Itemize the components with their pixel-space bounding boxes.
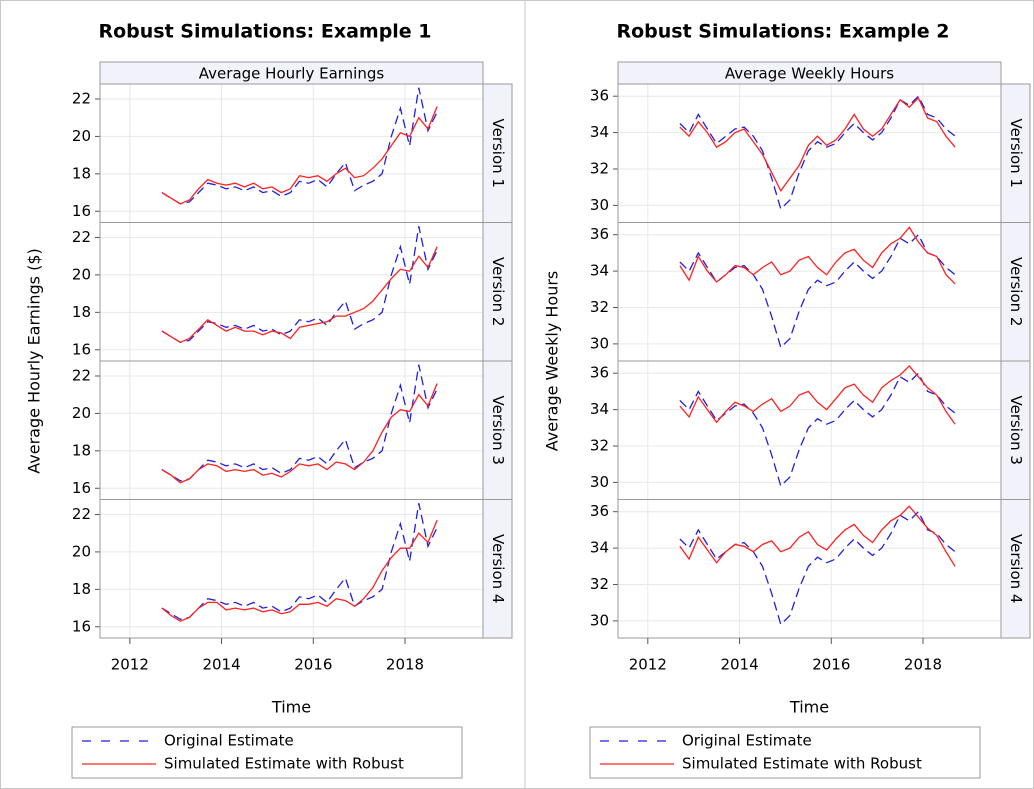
y-axis-title: Average Weekly Hours: [543, 271, 562, 452]
x-tick-label: 2014: [202, 656, 240, 674]
strip-label: Average Hourly Earnings: [199, 65, 385, 83]
y-tick-label: 30: [590, 611, 609, 629]
x-tick-label: 2012: [111, 656, 149, 674]
panel-label: Version 1: [1007, 119, 1025, 188]
y-tick-label: 20: [72, 265, 91, 283]
legend-box: [589, 726, 981, 779]
x-axis-title: Time: [789, 698, 829, 717]
legend-label: Simulated Estimate with Robust: [682, 755, 922, 773]
y-tick-label: 32: [590, 298, 609, 316]
series-line: [161, 106, 438, 205]
x-tick-label: 2018: [904, 656, 942, 674]
x-axis-title: Time: [271, 698, 311, 717]
y-tick-label: 36: [590, 502, 609, 520]
strip-label: Average Weekly Hours: [725, 65, 894, 83]
y-tick-label: 32: [590, 436, 609, 454]
strip: [1000, 499, 1031, 639]
y-tick-label: 30: [590, 334, 609, 352]
y-tick-label: 18: [72, 441, 91, 459]
y-tick-label: 36: [590, 225, 609, 243]
series-line: [679, 96, 956, 193]
x-tick-label: 2018: [386, 656, 424, 674]
series-line: [161, 246, 438, 344]
series-line: [679, 505, 956, 567]
y-axis-title: Average Hourly Earnings ($): [25, 248, 44, 474]
chart-title: Robust Simulations: Example 2: [616, 21, 949, 43]
panel-label: Version 4: [489, 534, 507, 603]
panel-label: Version 2: [489, 257, 507, 326]
legend-label: Original Estimate: [682, 732, 812, 750]
y-tick-label: 22: [72, 228, 91, 246]
y-tick-label: 20: [72, 404, 91, 422]
series-line: [679, 510, 956, 626]
y-tick-label: 30: [590, 473, 609, 491]
y-tick-label: 22: [72, 366, 91, 384]
series-line: [679, 95, 956, 211]
y-tick-label: 36: [590, 87, 609, 105]
y-tick-label: 22: [72, 89, 91, 107]
x-tick-label: 2012: [629, 656, 667, 674]
series-line: [161, 519, 438, 622]
strip: [1000, 360, 1031, 500]
y-tick-label: 34: [590, 123, 609, 141]
y-tick-label: 34: [590, 262, 609, 280]
panel-label: Version 4: [1007, 534, 1025, 603]
y-tick-label: 34: [590, 539, 609, 557]
series-line: [161, 226, 438, 343]
x-tick-label: 2016: [294, 656, 332, 674]
y-tick-label: 32: [590, 575, 609, 593]
series-line: [679, 372, 956, 488]
x-tick-label: 2016: [812, 656, 850, 674]
legend-label: Original Estimate: [164, 732, 294, 750]
panel-label: Version 3: [1007, 396, 1025, 465]
x-tick-label: 2014: [720, 656, 758, 674]
y-tick-label: 16: [72, 479, 91, 497]
y-tick-label: 16: [72, 340, 91, 358]
series-line: [679, 226, 956, 285]
strip: [482, 360, 513, 500]
y-tick-label: 34: [590, 400, 609, 418]
panel-label: Version 1: [489, 119, 507, 188]
legend-label: Simulated Estimate with Robust: [164, 755, 404, 773]
panel-label: Version 2: [1007, 257, 1025, 326]
y-tick-label: 18: [72, 303, 91, 321]
strip: [482, 222, 513, 362]
chart-title: Robust Simulations: Example 1: [98, 21, 431, 43]
y-tick-label: 22: [72, 505, 91, 523]
strip: [482, 83, 513, 223]
y-tick-label: 16: [72, 202, 91, 220]
legend-box: [71, 726, 463, 779]
y-tick-label: 18: [72, 164, 91, 182]
series-line: [161, 503, 438, 620]
strip: [1000, 222, 1031, 362]
series-line: [161, 383, 438, 484]
y-tick-label: 32: [590, 159, 609, 177]
y-tick-label: 20: [72, 542, 91, 560]
series-line: [161, 87, 438, 205]
panel-label: Version 3: [489, 396, 507, 465]
series-line: [161, 364, 438, 482]
y-tick-label: 36: [590, 364, 609, 382]
y-tick-label: 30: [590, 196, 609, 214]
series-line: [679, 364, 956, 425]
y-tick-label: 16: [72, 617, 91, 635]
series-line: [679, 233, 956, 349]
strip: [1000, 83, 1031, 223]
y-tick-label: 20: [72, 127, 91, 145]
strip: [482, 499, 513, 639]
y-tick-label: 18: [72, 580, 91, 598]
